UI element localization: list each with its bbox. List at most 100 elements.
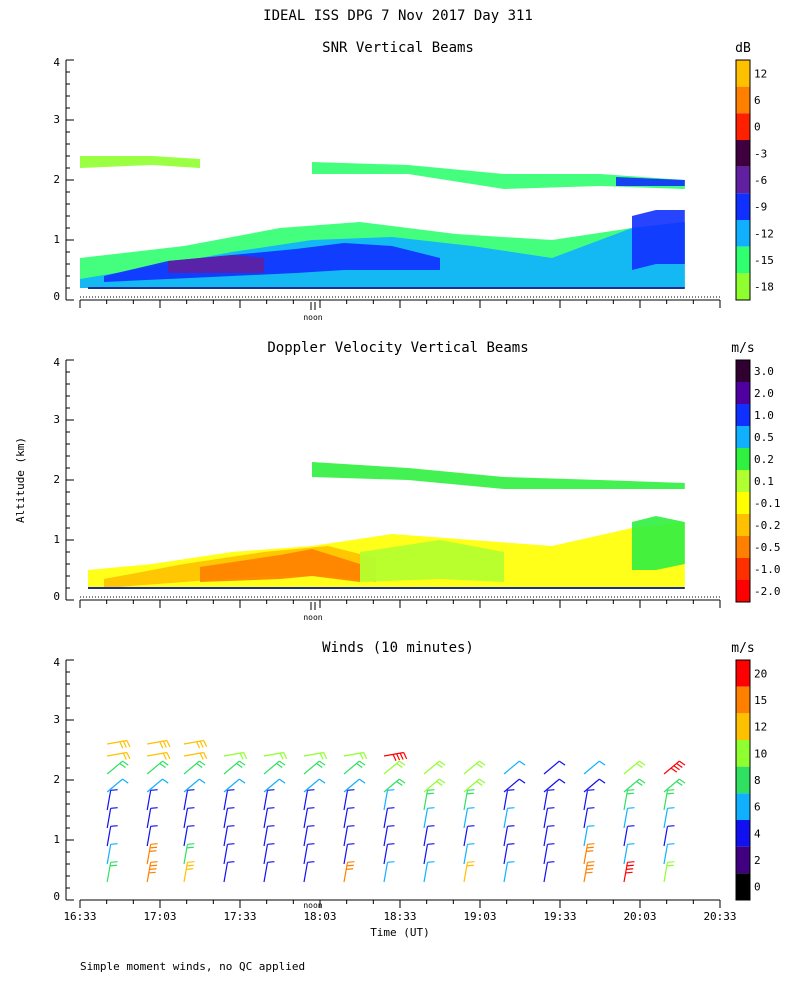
- colorbar-swatch: [736, 140, 750, 167]
- wind-barb: [463, 843, 475, 865]
- wind-barb: [463, 789, 475, 811]
- wind-barb: [383, 778, 406, 793]
- doppler-title: Doppler Velocity Vertical Beams: [267, 340, 528, 356]
- doppler-panel: Doppler Velocity Vertical Beams m/s 0 1 …: [14, 340, 781, 622]
- wind-barb: [183, 751, 208, 760]
- wind-barb: [463, 861, 475, 883]
- colorbar-swatch: [736, 846, 750, 874]
- colorbar-label: 1.0: [754, 409, 774, 422]
- colorbar-swatch: [736, 426, 750, 448]
- heatmap-region: [632, 210, 685, 270]
- colorbar-label: -0.1: [754, 497, 781, 510]
- wind-barb: [263, 789, 275, 811]
- wind-barb: [303, 751, 328, 760]
- wind-barb: [106, 760, 129, 775]
- colorbar-frame: [735, 59, 751, 301]
- wind-barb: [423, 778, 446, 793]
- colorbar-swatch: [736, 580, 750, 602]
- wind-barb: [223, 843, 235, 865]
- wind-barb: [623, 825, 635, 847]
- winds-xtick-label: 20:03: [623, 910, 656, 923]
- wind-barb: [183, 807, 195, 829]
- wind-barb: [303, 807, 315, 829]
- wind-barb: [663, 825, 675, 847]
- colorbar-label: -12: [754, 227, 774, 240]
- colorbar-swatch: [736, 220, 750, 247]
- snr-ytick-label: 2: [53, 173, 60, 186]
- colorbar-label: 10: [754, 747, 767, 760]
- wind-barb: [423, 843, 435, 865]
- wind-barb: [503, 760, 526, 775]
- colorbar-label: 0.1: [754, 475, 774, 488]
- winds-xtick-label: 17:33: [223, 910, 256, 923]
- wind-barb: [106, 789, 118, 811]
- colorbar-label: 0: [754, 121, 761, 134]
- wind-barb: [463, 760, 486, 775]
- colorbar-swatch: [736, 470, 750, 492]
- winds-xtick-label: 16:33: [63, 910, 96, 923]
- colorbar-frame: [735, 659, 751, 901]
- colorbar-swatch: [736, 448, 750, 470]
- wind-barb: [623, 807, 635, 829]
- snr-ytick-label: 3: [53, 113, 60, 126]
- wind-barb: [183, 778, 206, 793]
- colorbar-label: -0.2: [754, 519, 781, 532]
- wind-barb: [106, 778, 129, 793]
- wind-barb: [183, 861, 195, 883]
- wind-barb: [303, 825, 315, 847]
- wind-barb: [623, 861, 635, 883]
- wind-barb: [543, 760, 566, 775]
- colorbar-swatch: [736, 60, 750, 87]
- colorbar-label: 0.5: [754, 431, 774, 444]
- wind-barb: [463, 807, 475, 829]
- wind-barb: [463, 778, 486, 793]
- wind-barb: [263, 807, 275, 829]
- wind-barb: [423, 825, 435, 847]
- colorbar-label: -6: [754, 174, 767, 187]
- heatmap-region: [168, 255, 264, 273]
- winds-xtick-label: 19:33: [543, 910, 576, 923]
- snr-panel: SNR Vertical Beams dB 0 1 2 3 4 noon 126…: [53, 40, 774, 322]
- colorbar-label: 3.0: [754, 365, 774, 378]
- wind-barb: [383, 751, 408, 762]
- colorbar-label: 4: [754, 827, 761, 840]
- wind-barb: [146, 789, 158, 811]
- wind-barb: [223, 760, 246, 775]
- wind-barb: [583, 778, 606, 793]
- y-axis-label: Altitude (km): [14, 437, 27, 523]
- wind-barb: [183, 843, 195, 865]
- wind-barb: [146, 861, 158, 883]
- wind-barb: [183, 825, 195, 847]
- colorbar-swatch: [736, 558, 750, 580]
- winds-ytick-label: 0: [53, 890, 60, 903]
- colorbar-swatch: [736, 404, 750, 426]
- wind-barb: [106, 861, 118, 883]
- wind-barb: [383, 789, 395, 811]
- wind-barb: [383, 843, 395, 865]
- wind-barb: [503, 789, 515, 811]
- wind-barb: [263, 760, 286, 775]
- wind-barb: [583, 861, 595, 883]
- wind-barb: [423, 789, 435, 811]
- winds-ytick-label: 4: [53, 656, 60, 669]
- wind-barb: [343, 789, 355, 811]
- wind-barb: [146, 825, 158, 847]
- doppler-data-layer: [88, 462, 685, 589]
- footnote: Simple moment winds, no QC applied: [80, 960, 305, 973]
- wind-barb: [423, 760, 446, 775]
- snr-unit: dB: [735, 41, 751, 56]
- colorbar-swatch: [736, 713, 750, 740]
- heatmap-region: [360, 540, 504, 582]
- heatmap-region: [632, 516, 685, 570]
- wind-barb: [543, 789, 555, 811]
- wind-barb: [623, 760, 646, 775]
- snr-yticks: 0 1 2 3 4: [53, 56, 60, 303]
- colorbar-label: -3: [754, 147, 767, 160]
- wind-barb: [223, 789, 235, 811]
- winds-noon-label: noon: [303, 901, 322, 910]
- wind-barb: [543, 843, 555, 865]
- wind-barb: [503, 843, 515, 865]
- wind-barb: [183, 760, 206, 775]
